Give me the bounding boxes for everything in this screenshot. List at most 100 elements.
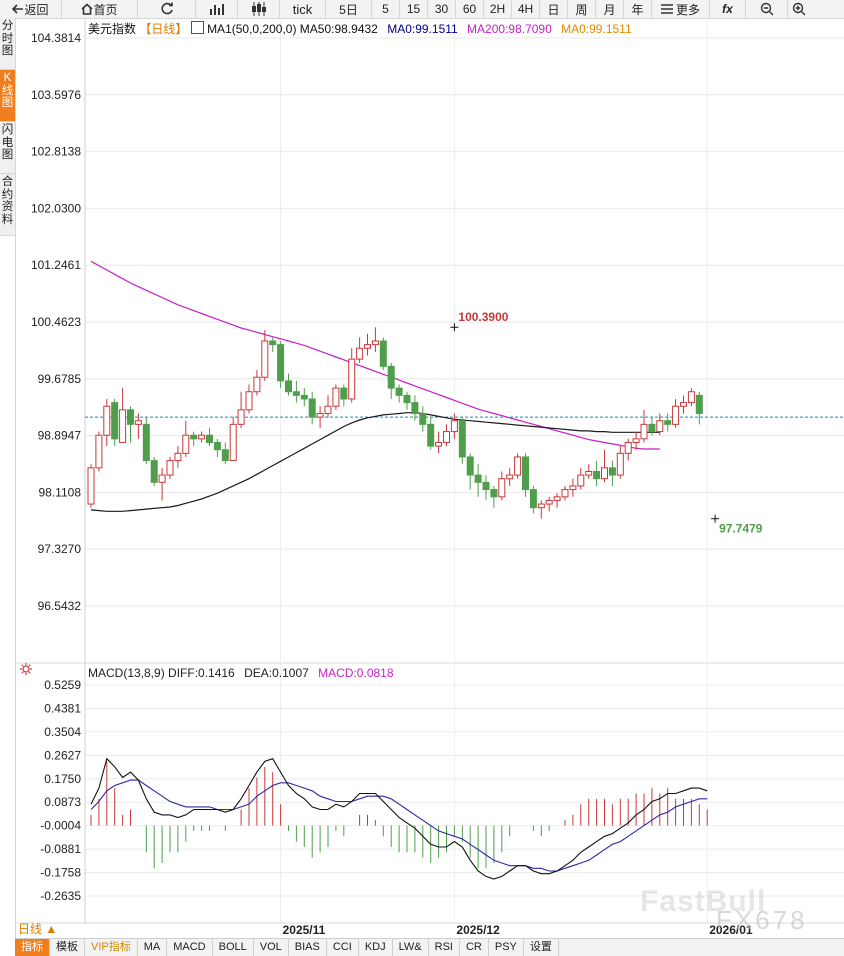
moving-averages — [90, 260, 660, 512]
period-selector: 5日 5 15 30 60 2H 4H 日周月年 — [326, 0, 652, 18]
tab-2[interactable]: VIP指标 — [85, 939, 138, 956]
more-button[interactable]: 更多 — [652, 0, 710, 18]
axes: 104.3814 103.5976 102.8138 102.0300 101.2461… — [31, 31, 753, 937]
period-6[interactable]: 4H — [512, 0, 540, 18]
period-3[interactable]: 30 — [428, 0, 456, 18]
price-tick-label: 102.0300 — [31, 201, 81, 215]
period-5[interactable]: 2H — [484, 0, 512, 18]
candle-body — [608, 467, 616, 476]
candle-body — [419, 412, 427, 425]
price-tick-label: 98.8947 — [38, 429, 82, 443]
candle-body — [134, 420, 142, 425]
period-10[interactable]: 年 — [624, 0, 652, 18]
period-4[interactable]: 60 — [456, 0, 484, 18]
candle-body — [253, 376, 261, 393]
candle-style-button[interactable] — [238, 0, 280, 18]
tab-8[interactable]: CCI — [327, 939, 359, 956]
zoom-out-button[interactable] — [746, 0, 788, 18]
tab-0[interactable]: 指标 — [15, 939, 50, 956]
candle-body — [348, 358, 356, 400]
bar-style-button[interactable] — [196, 0, 238, 18]
fx-button[interactable]: fx — [710, 0, 746, 18]
refresh-button[interactable] — [138, 0, 196, 18]
tab-1[interactable]: 模板 — [50, 939, 85, 956]
back-button[interactable]: 返回 — [0, 0, 62, 18]
zoom-in-button[interactable] — [788, 0, 810, 18]
low-marker-label: 97.7479 — [719, 522, 763, 536]
macd-tick-label: -0.2635 — [40, 889, 81, 903]
candle-body — [498, 478, 506, 498]
tab-7[interactable]: BIAS — [289, 939, 327, 956]
date-tick-label: 2025/11 — [283, 923, 326, 937]
candle-body — [87, 467, 95, 505]
tab-12[interactable]: CR — [460, 939, 489, 956]
period-0[interactable]: 5日 — [326, 0, 372, 18]
candle-body — [601, 467, 608, 480]
candle-body — [577, 474, 585, 487]
date-tick-label: 2026/01 — [709, 923, 753, 937]
indicator-tab-bar: 指标 模板 VIP指标 MA MACD BOLL VOL BIAS CCI KDJ LW& RSI CR… — [15, 938, 844, 956]
view-sidebar: 分时图 K线图 闪电图 合约资料 — [0, 18, 16, 938]
candle-body — [119, 409, 127, 443]
candle-body — [111, 402, 119, 440]
macd-settings-icon[interactable] — [20, 663, 32, 678]
period-2[interactable]: 15 — [400, 0, 428, 18]
candle-body — [292, 391, 300, 396]
tab-3[interactable]: MA — [138, 939, 168, 956]
candle-body — [316, 412, 324, 418]
tab-10[interactable]: LW& — [393, 939, 429, 956]
candle-body — [261, 340, 269, 378]
candle-body — [672, 405, 680, 425]
period-7[interactable]: 日 — [540, 0, 568, 18]
candle-body — [387, 365, 395, 389]
candle-body — [166, 460, 174, 476]
price-tick-label: 99.6785 — [38, 372, 82, 386]
candle-body — [616, 452, 624, 476]
period-1[interactable]: 5 — [372, 0, 400, 18]
candle-body — [569, 485, 577, 491]
candle-body — [395, 387, 403, 396]
candle-body — [411, 402, 419, 414]
tab-5[interactable]: BOLL — [213, 939, 254, 956]
candle-body — [506, 474, 514, 480]
period-9[interactable]: 月 — [596, 0, 624, 18]
tick-button[interactable]: tick — [280, 0, 326, 18]
macd-panel — [90, 757, 708, 880]
tab-6[interactable]: VOL — [254, 939, 289, 956]
macd-tick-label: -0.1758 — [40, 866, 81, 880]
macd-tick-label: 0.0873 — [44, 795, 81, 809]
home-button[interactable]: 首页 — [62, 0, 138, 18]
tab-14[interactable]: 设置 — [524, 939, 559, 956]
bar-chart-icon — [209, 4, 224, 15]
sidebar-item-3[interactable]: 合约资料 — [0, 174, 15, 236]
price-tick-label: 102.8138 — [31, 145, 81, 159]
candle-body — [529, 489, 537, 509]
candle-body — [482, 481, 490, 491]
candle-body — [695, 394, 703, 414]
period-8[interactable]: 周 — [568, 0, 596, 18]
tab-4[interactable]: MACD — [167, 939, 213, 956]
candle-body — [664, 420, 672, 425]
price-tick-label: 101.2461 — [31, 258, 81, 272]
sidebar-item-2[interactable]: 闪电图 — [0, 122, 15, 174]
period-toggle-button[interactable]: 日线 ▲ — [18, 922, 58, 936]
candle-body — [537, 503, 545, 509]
settings-icon[interactable] — [190, 21, 204, 34]
ma200-line — [90, 260, 660, 450]
candle-body — [680, 402, 687, 407]
tab-13[interactable]: PSY — [489, 939, 524, 956]
top-toolbar: 返回 首页 tick 5日 5 15 30 60 2H 4H 日周月年 更多 fx — [0, 0, 844, 19]
candle-body — [648, 423, 656, 433]
main-legend: 美元指数 【日线】 MA1(50,0,200,0) MA50:98.9432 M… — [88, 20, 632, 37]
macd-tick-label: 0.1750 — [44, 772, 81, 786]
tab-11[interactable]: RSI — [429, 939, 460, 956]
tab-9[interactable]: KDJ — [359, 939, 393, 956]
candle-body — [213, 441, 221, 451]
candle-body — [182, 434, 190, 454]
sidebar-item-1[interactable]: K线图 — [0, 70, 15, 122]
candle-body — [221, 449, 229, 462]
candle-body — [277, 344, 285, 382]
sidebar-item-0[interactable]: 分时图 — [0, 18, 15, 70]
candle-body — [514, 456, 522, 476]
chart-area[interactable]: 104.3814 103.5976 102.8138 102.0300 101.2461… — [15, 18, 844, 938]
